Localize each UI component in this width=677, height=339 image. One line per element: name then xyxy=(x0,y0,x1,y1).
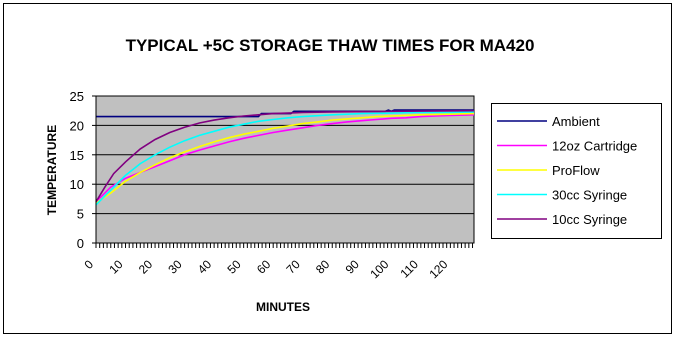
legend-label: ProFlow xyxy=(552,163,600,178)
y-tick-label: 20 xyxy=(70,118,84,133)
gridlines xyxy=(96,95,474,215)
y-tick-label: 10 xyxy=(70,177,84,192)
legend-label: 10cc Syringe xyxy=(552,212,627,227)
y-tick-label: 15 xyxy=(70,148,84,163)
y-axis-title: TEMPERATURE xyxy=(45,125,59,215)
legend-label: 12oz Cartridge xyxy=(552,139,637,154)
series-line-proflow xyxy=(95,112,475,204)
plot-area xyxy=(95,95,475,244)
series-line-30cc-syringe xyxy=(95,111,475,206)
y-axis-ticks: 0 5 10 15 20 25 xyxy=(70,89,96,251)
x-axis-title: MINUTES xyxy=(256,300,310,314)
series-lines xyxy=(95,109,475,206)
series-line-12oz-cartridge xyxy=(95,114,475,203)
chart-title: TYPICAL +5C STORAGE THAW TIMES FOR MA420 xyxy=(126,36,535,55)
legend-label: 30cc Syringe xyxy=(552,188,627,203)
series-line-10cc-syringe xyxy=(95,109,475,203)
legend-label: Ambient xyxy=(552,114,600,129)
y-tick-label: 25 xyxy=(70,89,84,104)
legend: Ambient 12oz Cartridge ProFlow 30cc Syringe… xyxy=(497,114,637,227)
legend-box xyxy=(491,103,662,239)
y-tick-label: 0 xyxy=(77,236,84,251)
y-tick-label: 5 xyxy=(77,207,84,222)
